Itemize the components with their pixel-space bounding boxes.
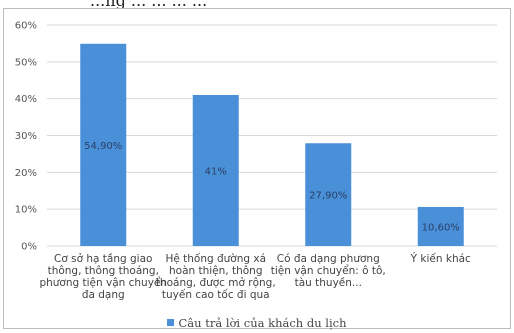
legend-label: Câu trả lời của khách du lịch — [178, 316, 347, 330]
x-tick-label-line: thoáng, được mở rộng, — [156, 277, 276, 289]
x-tick-label-line: hoàn thiện, thông — [169, 265, 263, 277]
data-labels: 54,90% 41% 27,90% 10,60% — [84, 141, 460, 234]
y-tick-label: 0% — [21, 242, 37, 253]
data-label: 41% — [205, 166, 227, 177]
bar — [80, 43, 127, 246]
x-tick-label: Ý kiến khác — [410, 252, 471, 265]
x-tick-label-line: đa dạng — [82, 289, 125, 301]
x-tick-label-line: Có đa dạng phương — [277, 253, 380, 265]
x-tick-label-line: Cơ sở hạ tầng giao — [54, 253, 152, 265]
bar — [192, 94, 239, 246]
y-axis: 0% 10% 20% 30% 40% 50% 60% — [15, 21, 37, 253]
bars — [80, 43, 464, 246]
data-label: 54,90% — [84, 141, 122, 152]
x-tick-label-line: Ý kiến khác — [410, 252, 471, 265]
x-tick-label-line: thông, thông thoáng, — [48, 265, 159, 277]
x-tick-label-line: tuyến cao tốc đi qua — [162, 289, 270, 301]
x-tick-label-line: tàu thuyền... — [295, 277, 362, 289]
cropped-header: ...ng ... ... ... ... — [0, 0, 514, 8]
x-axis: Cơ sở hạ tầng giao thông, thông thoáng, ph… — [39, 252, 471, 301]
y-tick-label: 10% — [15, 205, 37, 216]
y-tick-label: 60% — [15, 21, 37, 32]
y-tick-label: 20% — [15, 168, 37, 179]
x-tick-label-line: Hệ thống đường xá — [165, 253, 266, 265]
legend: Câu trả lời của khách du lịch — [0, 316, 514, 330]
legend-swatch — [167, 319, 175, 326]
y-tick-label: 50% — [15, 57, 37, 68]
data-label: 27,90% — [309, 191, 347, 202]
cropped-header-text: ...ng ... ... ... ... — [90, 0, 207, 8]
x-tick-label: Cơ sở hạ tầng giao thông, thông thoáng, ph… — [39, 253, 167, 301]
bar — [305, 143, 352, 246]
x-tick-label: Có đa dạng phương tiện vận chuyển: ô tô, t… — [271, 253, 386, 289]
data-label: 10,60% — [422, 222, 460, 233]
y-tick-label: 40% — [15, 94, 37, 105]
x-tick-label: Hệ thống đường xá hoàn thiện, thông thoáng… — [156, 253, 276, 301]
bar — [417, 206, 464, 246]
x-tick-label-line: phương tiện vận chuyển — [39, 276, 167, 289]
x-tick-label-line: tiện vận chuyển: ô tô, — [271, 264, 386, 277]
y-tick-label: 30% — [15, 131, 37, 142]
